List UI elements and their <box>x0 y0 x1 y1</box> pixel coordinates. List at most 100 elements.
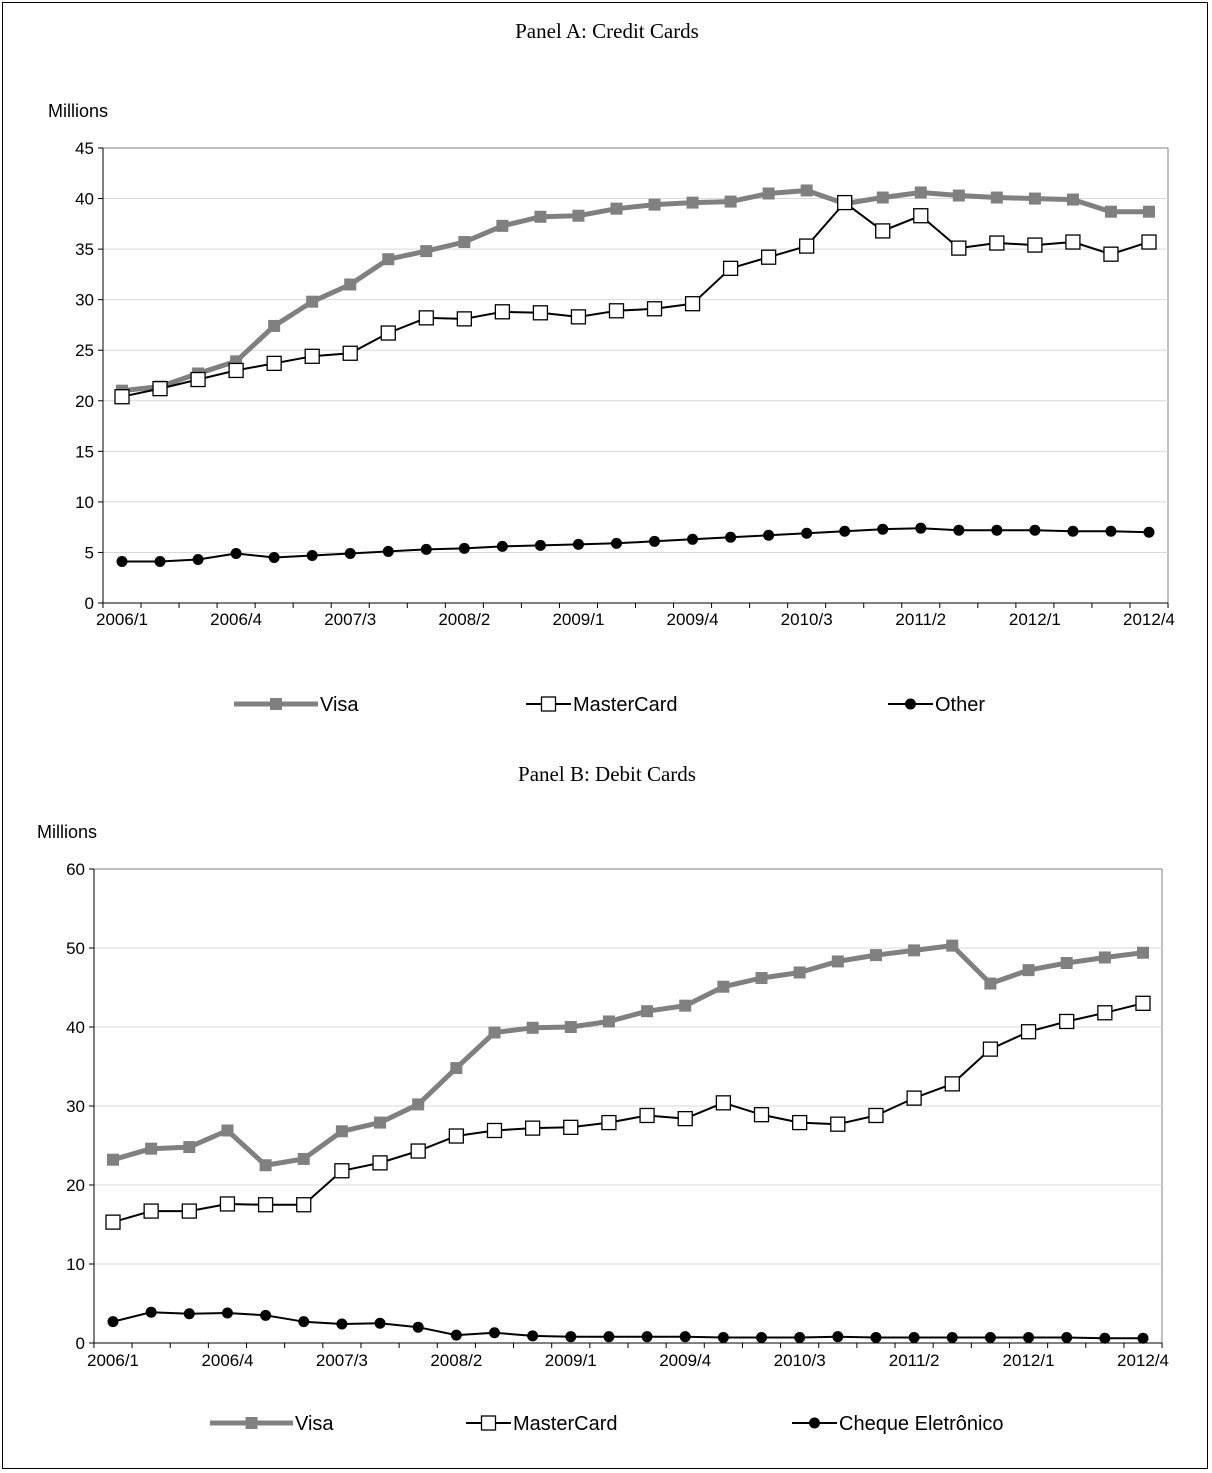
panel-b-point-2 <box>984 1331 996 1343</box>
panel-a-point-0 <box>458 236 471 249</box>
panel-a-point-1 <box>1065 234 1081 250</box>
panel-a-series-line-1 <box>121 201 1150 398</box>
panel-b-x-tick-label: 2011/2 <box>889 1351 940 1370</box>
panel-a-point-2 <box>991 524 1003 536</box>
panel-a-point-1 <box>799 238 815 254</box>
panel-b-point-0 <box>679 999 692 1012</box>
panel-b-point-0 <box>259 1159 272 1172</box>
panel-b-point-1 <box>1020 1024 1037 1040</box>
panel-a-x-tick-label: 2010/3 <box>781 610 833 629</box>
panel-a-legend-marker-2 <box>905 698 916 710</box>
panel-a-x-tick-label: 2011/2 <box>895 610 946 629</box>
panel-a-point-0 <box>344 278 357 291</box>
panel-b-x-tick-label: 2006/1 <box>87 1351 139 1370</box>
panel-a-point-1 <box>837 194 853 211</box>
panel-b-point-0 <box>984 977 997 990</box>
panel-b-point-2 <box>908 1331 920 1343</box>
panel-b-point-2 <box>1099 1332 1111 1344</box>
panel-b-point-0 <box>1098 951 1111 964</box>
panel-a-point-2 <box>953 524 965 536</box>
panel-a-x-tick-label: 2009/1 <box>552 610 604 629</box>
panel-a-x-tick-label: 2012/1 <box>1009 610 1061 629</box>
panel-a-point-2 <box>230 547 242 559</box>
panel-a-point-0 <box>268 319 281 332</box>
panel-b-point-0 <box>335 1125 348 1138</box>
panel-a-y-axis-label: Millions <box>48 101 108 121</box>
panel-a-legend-label-2: Other <box>935 694 985 716</box>
panel-a-point-1 <box>456 311 472 327</box>
panel-a-point-2 <box>458 542 470 554</box>
panel-b-point-1 <box>448 1128 464 1144</box>
panel-b-point-0 <box>412 1098 425 1111</box>
panel-a-point-2 <box>1143 526 1155 538</box>
panel-b-point-0 <box>946 939 959 952</box>
panel-a-point-1 <box>152 380 168 397</box>
panel-b-point-0 <box>908 944 921 957</box>
panel-a-point-2 <box>572 538 584 550</box>
panel-b-legend-marker-1 <box>480 1415 497 1431</box>
panel-b-point-1 <box>1059 1013 1075 1030</box>
panel-a-point-1 <box>760 249 777 265</box>
panel-a-point-2 <box>268 552 280 563</box>
panel-b-point-2 <box>488 1327 500 1339</box>
panel-b-axes <box>89 868 1163 1348</box>
panel-b-point-1 <box>868 1107 884 1124</box>
panel-b-legend-label-1: MasterCard <box>513 1413 617 1435</box>
panel-b-point-1 <box>486 1122 503 1139</box>
panel-a-point-2 <box>344 547 356 559</box>
panel-b-point-1 <box>257 1197 274 1213</box>
panel-b-point-2 <box>1137 1332 1149 1344</box>
panel-b-point-0 <box>488 1026 501 1039</box>
panel-a-legend: Visa MasterCard Other <box>234 694 985 716</box>
panel-a-y-tick-label: 20 <box>75 392 94 411</box>
panel-b-point-1 <box>677 1110 693 1127</box>
panel-a-point-0 <box>876 191 889 204</box>
panel-a-point-2 <box>306 549 318 561</box>
panel-a-legend-label-1: MasterCard <box>573 694 677 716</box>
panel-b-point-2 <box>412 1321 424 1333</box>
panel-a-point-1 <box>913 208 929 224</box>
panel-b-y-tick-label: 60 <box>66 860 85 879</box>
panel-b-legend: Visa MasterCard Cheque Eletrônico <box>210 1413 1004 1435</box>
panel-a-point-1 <box>190 371 206 388</box>
panel-b-point-0 <box>1060 957 1073 970</box>
panel-b-point-1 <box>563 1119 579 1135</box>
panel-b-point-2 <box>336 1318 348 1330</box>
panel-b-legend-marker-0 <box>245 1417 258 1429</box>
panel-b-point-1 <box>792 1114 808 1131</box>
panel-a-legend-marker-0 <box>270 698 282 710</box>
panel-b-point-1 <box>296 1197 312 1213</box>
panel-b-point-2 <box>1061 1331 1073 1343</box>
panel-b-point-1 <box>753 1107 770 1123</box>
panel-b-point-1 <box>906 1090 922 1106</box>
panel-a-x-tick-label: 2006/4 <box>210 610 262 629</box>
panel-b-x-tick-label: 2009/1 <box>545 1351 597 1370</box>
panel-a-point-2 <box>192 554 204 566</box>
panel-b-point-0 <box>717 980 730 993</box>
panel-a-point-2 <box>801 527 813 539</box>
panel-a-point-0 <box>686 196 699 209</box>
panel-a-point-2 <box>687 533 699 545</box>
panel-a-point-0 <box>724 195 737 208</box>
panel-b-point-0 <box>1137 946 1149 959</box>
panel-b-point-1 <box>372 1155 388 1171</box>
panel-b-y-axis-label: Millions <box>37 822 97 842</box>
panel-b-title: Panel B: Debit Cards <box>518 762 696 786</box>
panel-a-point-1 <box>228 362 244 379</box>
panel-b-point-2 <box>794 1331 806 1343</box>
panel-b-point-0 <box>602 1015 615 1028</box>
panel-b-point-0 <box>297 1152 310 1165</box>
panel-b-x-tick-label: 2012/1 <box>1003 1351 1055 1370</box>
panel-b-y-tick-label: 0 <box>76 1334 85 1353</box>
panel-b-point-0 <box>793 966 806 979</box>
panel-a-point-1 <box>646 301 663 317</box>
panel-b-y-tick-label: 40 <box>66 1018 85 1037</box>
panel-a-point-1 <box>418 310 434 326</box>
panel-b-point-1 <box>143 1203 159 1219</box>
panel-b-point-2 <box>1023 1331 1035 1343</box>
panel-b-point-1 <box>219 1196 236 1212</box>
panel-a-point-2 <box>382 545 394 557</box>
panel-b-point-2 <box>603 1331 615 1343</box>
panel-a-x-tick-label: 2007/3 <box>324 610 376 629</box>
